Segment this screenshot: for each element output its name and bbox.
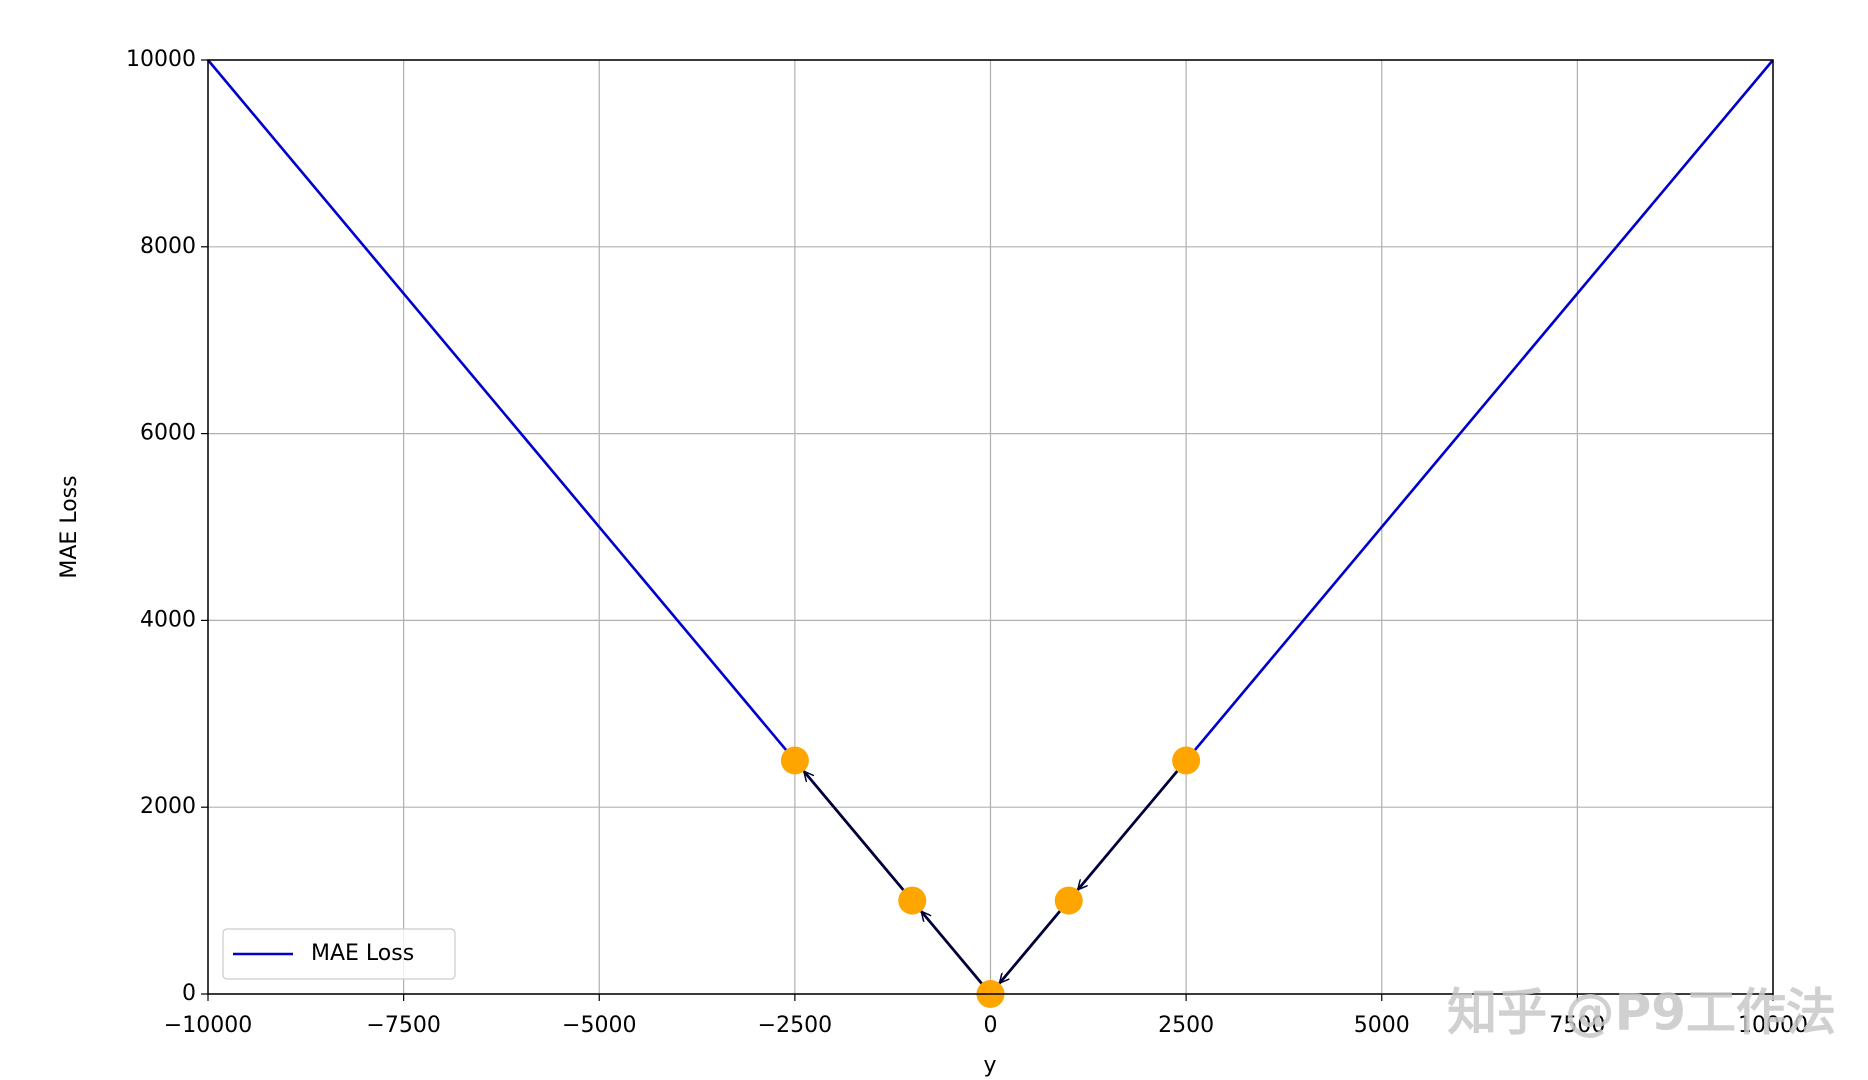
x-tick-label: 2500: [1158, 1013, 1214, 1038]
x-tick-label: 10000: [1738, 1013, 1808, 1038]
x-axis-label: y: [983, 1053, 996, 1078]
y-tick-label: 4000: [140, 607, 196, 632]
x-tick-label: −7500: [366, 1013, 440, 1038]
arrow: [804, 771, 909, 896]
x-tick-label: 0: [984, 1013, 998, 1038]
watermark: 知乎 @P9工作法: [1447, 984, 1836, 1042]
point: [898, 886, 927, 915]
x-tick-label: 7500: [1549, 1013, 1605, 1038]
arrow: [921, 911, 987, 989]
legend-label: MAE Loss: [311, 941, 414, 966]
arrow: [999, 905, 1065, 984]
legend: MAE Loss: [222, 928, 456, 980]
plot-frame: [207, 59, 1774, 995]
point: [1054, 886, 1083, 915]
x-tick-label: −5000: [562, 1013, 636, 1038]
point: [1172, 746, 1201, 775]
y-tick-label: 6000: [140, 421, 196, 446]
arrow: [1078, 765, 1182, 890]
y-tick-label: 8000: [140, 234, 196, 259]
y-tick-label: 0: [182, 981, 196, 1006]
point: [780, 746, 809, 775]
y-tick-label: 10000: [126, 47, 196, 72]
x-tick-label: −10000: [164, 1013, 252, 1038]
legend-box: [222, 928, 456, 980]
y-axis-label: MAE Loss: [57, 475, 82, 578]
x-tick-label: −2500: [758, 1013, 832, 1038]
x-tick-label: 5000: [1354, 1013, 1410, 1038]
y-tick-label: 2000: [140, 794, 196, 819]
